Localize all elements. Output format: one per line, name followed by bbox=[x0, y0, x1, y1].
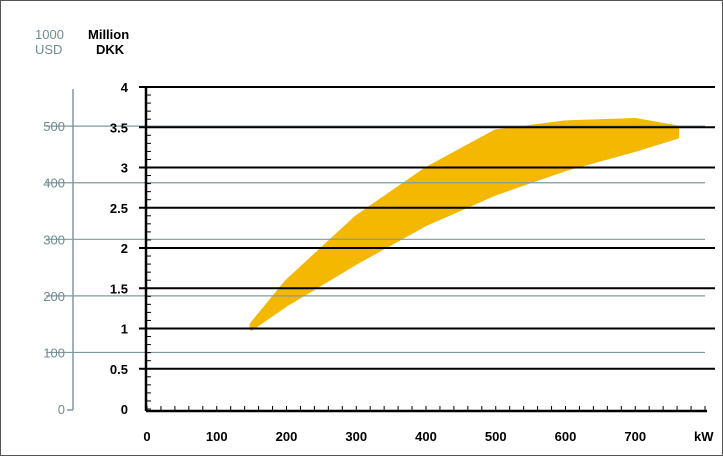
x-tick-label: 100 bbox=[206, 429, 228, 444]
x-tick-label: 500 bbox=[485, 429, 507, 444]
dkk-tick-label: 3 bbox=[121, 161, 128, 176]
dkk-tick-label: 0 bbox=[121, 402, 128, 417]
dkk-tick-label: 3.5 bbox=[110, 120, 128, 135]
usd-tick-label: 200 bbox=[43, 289, 65, 304]
usd-header-line1: 1000 bbox=[35, 27, 64, 42]
dkk-header-line1: Million bbox=[88, 27, 129, 42]
usd-tick-label: 400 bbox=[43, 176, 65, 191]
dkk-tick-label: 2 bbox=[121, 241, 128, 256]
usd-tick-label: 300 bbox=[43, 232, 65, 247]
usd-tick-label: 500 bbox=[43, 119, 65, 134]
dkk-header-line2: DKK bbox=[96, 42, 125, 57]
x-tick-label: 200 bbox=[276, 429, 298, 444]
x-tick-label: 300 bbox=[345, 429, 367, 444]
x-tick-label: 600 bbox=[555, 429, 577, 444]
dkk-tick-label: 4 bbox=[121, 80, 129, 95]
dkk-tick-label: 1.5 bbox=[110, 281, 128, 296]
dkk-tick-label: 1 bbox=[121, 322, 128, 337]
usd-tick-label: 100 bbox=[43, 345, 65, 360]
price-band-area bbox=[249, 118, 680, 331]
usd-header-line2: USD bbox=[35, 42, 62, 57]
x-tick-label: 400 bbox=[415, 429, 437, 444]
dkk-tick-label: 2.5 bbox=[110, 201, 128, 216]
dkk-tick-label: 0.5 bbox=[110, 362, 128, 377]
x-tick-label: 0 bbox=[143, 429, 150, 444]
usd-tick-label: 0 bbox=[58, 402, 65, 417]
x-tick-label: 700 bbox=[624, 429, 646, 444]
x-axis-label: kW bbox=[694, 429, 714, 444]
